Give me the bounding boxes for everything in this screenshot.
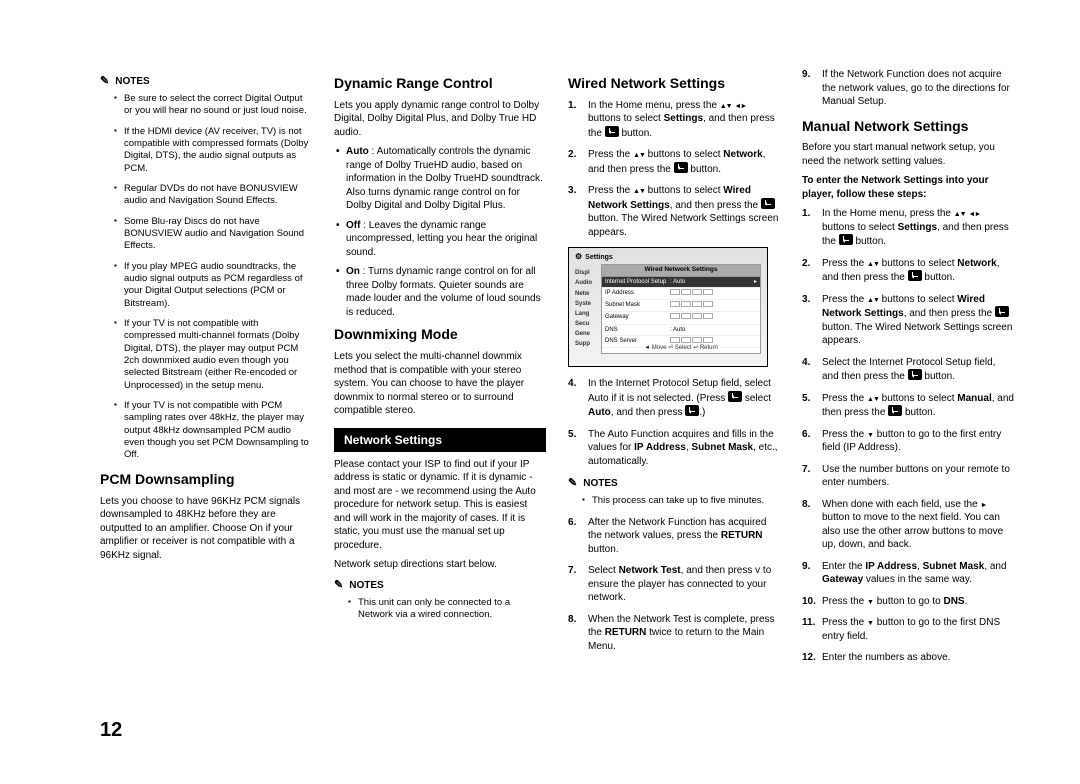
network-desc2: Network setup directions start below. — [334, 558, 546, 572]
manual-steps: In the Home menu, press the buttons to s… — [802, 207, 1014, 665]
step-item: Press the buttons to select Network, and… — [568, 148, 780, 176]
arrows-updown-icon — [720, 100, 732, 111]
panel-row: Gateway — [602, 312, 760, 324]
step-item: After the Network Function has acquired … — [568, 516, 780, 557]
heading-wired-network: Wired Network Settings — [568, 74, 780, 93]
settings-screen-mockup: Settings Displ Audio Netw Syste Lang Sec… — [568, 247, 768, 367]
panel-row: Subnet Mask — [602, 300, 760, 312]
manual-intro: Before you start manual network setup, y… — [802, 141, 1014, 168]
arrows-leftright-icon — [734, 100, 746, 111]
page-columns: NOTES Be sure to select the correct Digi… — [100, 68, 1024, 673]
note-item: If your TV is not compatible with compre… — [114, 318, 312, 392]
step-item: Press the buttons to select Wired Networ… — [568, 184, 780, 239]
pcm-description: Lets you choose to have 96KHz PCM signal… — [100, 495, 312, 563]
notes-heading: NOTES — [334, 578, 546, 593]
notes-list: This unit can only be connected to a Net… — [334, 597, 546, 622]
step-item: When done with each field, use the butto… — [802, 498, 1014, 552]
wired-steps-cont2: After the Network Function has acquired … — [568, 516, 780, 654]
panel-footer: ◄ Move ⏎ Select ↩ Return — [602, 344, 760, 352]
step-item: Press the buttons to select Wired Networ… — [802, 293, 1014, 348]
notes-heading: NOTES — [568, 476, 780, 491]
arrows-updown-icon — [954, 208, 966, 219]
enter-icon — [605, 126, 619, 137]
network-desc: Please contact your ISP to find out if y… — [334, 458, 546, 553]
enter-icon — [728, 391, 742, 402]
downmixing-desc: Lets you select the multi-channel downmi… — [334, 350, 546, 418]
step-item: Press the buttons to select Manual, and … — [802, 392, 1014, 420]
heading-pcm-downsampling: PCM Downsampling — [100, 470, 312, 489]
wired-steps-cont3: If the Network Function does not acquire… — [802, 68, 1014, 109]
arrows-updown-icon — [867, 258, 879, 269]
step-item: Use the number buttons on your remote to… — [802, 463, 1014, 490]
arrows-updown-icon — [867, 393, 879, 404]
enter-icon — [761, 198, 775, 209]
note-item: Be sure to select the correct Digital Ou… — [114, 93, 312, 118]
heading-manual-network: Manual Network Settings — [802, 117, 1014, 136]
enter-icon — [908, 369, 922, 380]
drc-on: On : Turns dynamic range control on for … — [334, 265, 546, 319]
enter-icon — [908, 270, 922, 281]
step-item: When the Network Test is complete, press… — [568, 613, 780, 654]
enter-icon — [674, 162, 688, 173]
notes-list: This process can take up to five minutes… — [568, 495, 780, 507]
enter-icon — [839, 234, 853, 245]
step-item: In the Home menu, press the buttons to s… — [802, 207, 1014, 249]
note-item: This process can take up to five minutes… — [582, 495, 780, 507]
note-item: If the HDMI device (AV receiver, TV) is … — [114, 126, 312, 175]
arrow-down-icon — [867, 596, 874, 607]
column-4: If the Network Function does not acquire… — [802, 68, 1014, 673]
step-item: If the Network Function does not acquire… — [802, 68, 1014, 109]
notes-heading: NOTES — [100, 74, 312, 89]
step-item: Press the button to go to the first DNS … — [802, 616, 1014, 643]
wired-steps: In the Home menu, press the buttons to s… — [568, 99, 780, 240]
note-item: If you play MPEG audio soundtracks, the … — [114, 261, 312, 310]
note-item: This unit can only be connected to a Net… — [348, 597, 546, 622]
column-2: Dynamic Range Control Lets you apply dyn… — [334, 68, 546, 673]
step-item: Enter the numbers as above. — [802, 651, 1014, 665]
enter-icon — [995, 306, 1009, 317]
arrow-down-icon — [867, 617, 874, 628]
panel-row: DNS: Auto — [602, 325, 760, 336]
arrows-updown-icon — [633, 185, 645, 196]
step-item: Select Network Test, and then press v to… — [568, 564, 780, 605]
step-item: Select the Internet Protocol Setup field… — [802, 356, 1014, 384]
arrows-updown-icon — [633, 149, 645, 160]
panel-row: Internet Protocol Setup: Auto▸ — [602, 277, 760, 288]
drc-intro: Lets you apply dynamic range control to … — [334, 99, 546, 140]
step-item: Enter the IP Address, Subnet Mask, and G… — [802, 560, 1014, 587]
step-item: Press the button to go to the first entr… — [802, 428, 1014, 455]
column-1: NOTES Be sure to select the correct Digi… — [100, 68, 312, 673]
step-item: Press the buttons to select Network, and… — [802, 257, 1014, 285]
arrows-updown-icon — [867, 294, 879, 305]
section-network-settings: Network Settings — [334, 428, 546, 452]
note-item: Regular DVDs do not have BONUSVIEW audio… — [114, 183, 312, 208]
arrows-leftright-icon — [968, 208, 980, 219]
note-item: Some Blu-ray Discs do not have BONUSVIEW… — [114, 216, 312, 253]
notes-list: Be sure to select the correct Digital Ou… — [100, 93, 312, 462]
arrow-right-icon — [980, 499, 987, 510]
column-3: Wired Network Settings In the Home menu,… — [568, 68, 780, 673]
note-item: If your TV is not compatible with PCM sa… — [114, 400, 312, 462]
enter-icon — [685, 405, 699, 416]
step-item: In the Home menu, press the buttons to s… — [568, 99, 780, 141]
heading-downmixing: Downmixing Mode — [334, 325, 546, 344]
drc-off: Off : Leaves the dynamic range uncompres… — [334, 219, 546, 260]
enter-icon — [888, 405, 902, 416]
manual-bold-intro: To enter the Network Settings into your … — [802, 174, 1014, 201]
arrow-down-icon — [867, 429, 874, 440]
panel-row: IP Address — [602, 288, 760, 300]
heading-drc: Dynamic Range Control — [334, 74, 546, 93]
panel-title: Wired Network Settings — [602, 265, 760, 277]
step-item: Press the button to go to DNS. — [802, 595, 1014, 609]
drc-options: Auto : Automatically controls the dynami… — [334, 145, 546, 319]
page-number: 12 — [100, 717, 122, 744]
drc-auto: Auto : Automatically controls the dynami… — [334, 145, 546, 213]
screen-panel: Wired Network Settings Internet Protocol… — [601, 264, 761, 354]
step-item: The Auto Function acquires and fills in … — [568, 428, 780, 469]
wired-steps-cont: In the Internet Protocol Setup field, se… — [568, 377, 780, 468]
step-item: In the Internet Protocol Setup field, se… — [568, 377, 780, 420]
